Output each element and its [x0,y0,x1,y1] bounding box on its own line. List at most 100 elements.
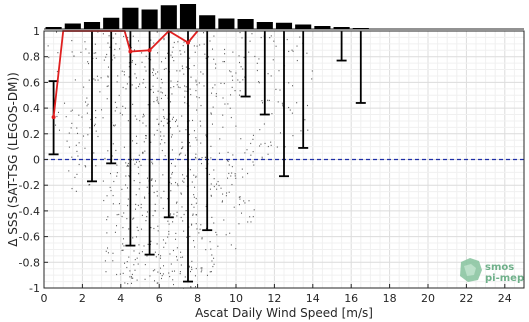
scatter-point [252,215,254,218]
scatter-point [172,221,174,223]
scatter-points [47,31,313,289]
scatter-point [139,120,141,122]
scatter-point [180,152,182,154]
scatter-point [95,52,97,54]
scatter-point [175,158,177,160]
scatter-point [158,123,160,125]
scatter-point [140,228,142,230]
scatter-point [171,93,173,95]
scatter-point [243,56,245,59]
scatter-point [157,282,159,284]
histogram-bar [122,7,139,29]
scatter-point [114,57,116,59]
scatter-point [269,37,271,39]
scatter-point [230,244,232,246]
scatter-point [163,190,165,192]
scatter-point [193,196,195,198]
scatter-point [176,211,178,213]
scatter-point [107,42,109,44]
scatter-point [138,188,140,190]
scatter-point [170,127,172,129]
scatter-point [200,125,202,127]
scatter-point [78,142,80,144]
scatter-point [171,173,173,175]
scatter-point [238,55,240,57]
scatter-point [288,82,290,84]
scatter-point [122,243,124,245]
scatter-point [112,194,114,197]
scatter-point [194,51,196,53]
scatter-point [57,111,59,114]
scatter-point [150,59,152,61]
scatter-point [179,86,181,89]
scatter-point [175,238,177,240]
scatter-point [263,123,265,125]
scatter-point [270,141,272,143]
scatter-point [193,64,195,67]
scatter-point [210,248,212,250]
scatter-point [204,156,206,158]
scatter-point [160,255,162,257]
scatter-point [244,152,246,154]
scatter-point [205,134,207,136]
scatter-point [222,97,224,99]
scatter-point [247,221,249,223]
histogram-bar [352,28,369,29]
scatter-point [241,212,243,214]
scatter-point [68,146,70,148]
scatter-point [170,101,172,103]
scatter-point [156,77,158,79]
scatter-point [161,82,163,84]
scatter-point [156,99,158,102]
scatter-point [260,143,262,145]
scatter-point [249,216,251,218]
scatter-point [86,105,88,107]
scatter-point [276,146,278,148]
scatter-point [211,254,213,256]
scatter-point [193,45,195,47]
scatter-point [234,173,236,175]
scatter-point [157,271,159,273]
scatter-point [146,255,148,257]
scatter-point [141,251,143,253]
scatter-point [227,159,229,161]
scatter-point [226,192,228,194]
scatter-point [77,132,79,135]
scatter-point [107,216,109,218]
x-tick-label: 12 [267,292,281,305]
scatter-point [152,214,154,217]
scatter-point [242,79,244,81]
scatter-point [177,41,179,43]
scatter-point [307,129,309,131]
scatter-point [208,173,210,176]
scatter-point [116,81,118,83]
scatter-point [194,286,196,288]
scatter-point [259,129,261,131]
scatter-point [228,172,230,175]
scatter-point [238,196,240,198]
scatter-point [158,102,160,105]
scatter-point [157,253,159,256]
scatter-point [122,86,124,89]
scatter-point [172,46,174,48]
scatter-point [162,273,164,275]
scatter-point [156,31,158,33]
scatter-point [122,272,124,274]
scatter-point [138,40,140,42]
scatter-point [239,196,241,198]
scatter-point [177,185,179,187]
scatter-point [181,206,183,208]
scatter-point [138,154,140,156]
scatter-point [133,264,135,266]
scatter-point [126,261,128,263]
scatter-point [230,116,232,119]
scatter-point [138,160,140,163]
scatter-point [122,105,124,107]
scatter-point [159,272,161,275]
scatter-point [136,279,138,281]
scatter-point [169,113,171,115]
scatter-point [126,83,128,85]
scatter-point [162,207,164,210]
scatter-point [178,154,180,156]
scatter-point [180,53,182,55]
